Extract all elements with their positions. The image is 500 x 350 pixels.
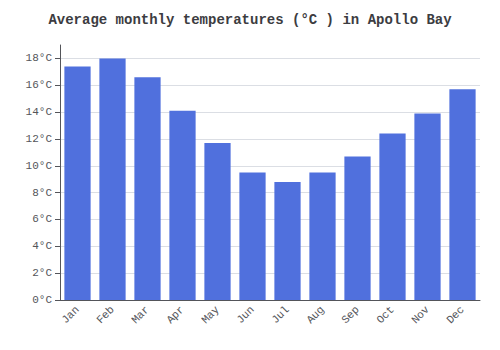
svg-text:Sep: Sep <box>339 304 361 326</box>
svg-text:Jul: Jul <box>269 304 291 326</box>
svg-text:Aug: Aug <box>304 304 326 326</box>
svg-text:Jan: Jan <box>59 304 81 326</box>
svg-text:2°C: 2°C <box>32 267 52 279</box>
svg-text:Oct: Oct <box>374 304 396 326</box>
svg-text:Mar: Mar <box>129 304 151 326</box>
svg-text:Feb: Feb <box>94 304 116 326</box>
svg-text:Apr: Apr <box>164 304 186 326</box>
svg-text:12°C: 12°C <box>26 133 53 145</box>
svg-text:Nov: Nov <box>409 303 432 326</box>
svg-text:6°C: 6°C <box>32 213 52 225</box>
svg-text:May: May <box>199 303 222 326</box>
svg-text:8°C: 8°C <box>32 187 52 199</box>
svg-text:Jun: Jun <box>234 304 256 326</box>
svg-text:16°C: 16°C <box>26 79 53 91</box>
svg-text:14°C: 14°C <box>26 106 53 118</box>
svg-text:0°C: 0°C <box>32 294 52 306</box>
svg-text:18°C: 18°C <box>26 52 53 64</box>
svg-text:10°C: 10°C <box>26 160 53 172</box>
svg-text:Average monthly temperatures (: Average monthly temperatures (°C ) in Ap… <box>48 12 452 28</box>
svg-text:4°C: 4°C <box>32 240 52 252</box>
svg-text:Dec: Dec <box>444 304 466 326</box>
